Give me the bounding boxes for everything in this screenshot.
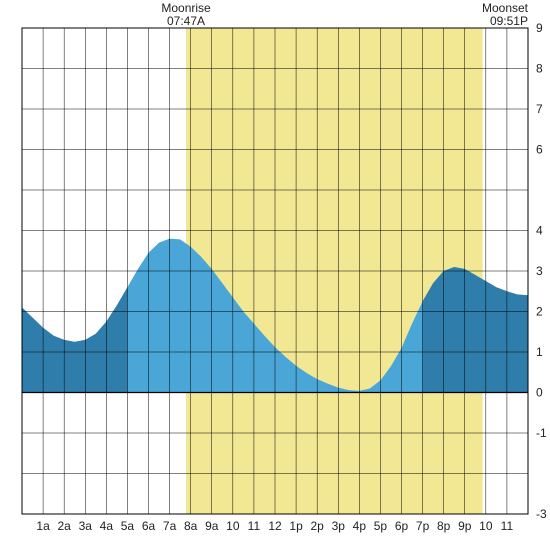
x-tick-label: 10 <box>226 519 240 533</box>
x-axis-labels: 1a 2a 3a 4a 5a 6a 7a 8a 9a 10 11 12 1p 2p 3p 4p 5p 6p 7p 8p… <box>36 519 513 533</box>
y-tick-label: 4 <box>536 224 543 238</box>
x-tick-label: 2p <box>310 519 324 533</box>
x-tick-label: 4a <box>100 519 114 533</box>
x-tick-label: 7a <box>163 519 177 533</box>
x-tick-label: 12 <box>268 519 282 533</box>
x-tick-label: 6p <box>395 519 409 533</box>
chart-svg: 1a2a3a4a5a6a7a8a9a1011121p2p3p4p5p6p7p8p… <box>0 0 550 550</box>
x-tick-label: 8a <box>184 519 198 533</box>
y-tick-label: 9 <box>536 21 543 35</box>
x-tick-label: 7p <box>416 519 430 533</box>
y-tick-label: 1 <box>536 345 543 359</box>
moonrise-label: Moonrise <box>161 1 211 15</box>
x-tick-label: 4p <box>353 519 367 533</box>
x-tick-label: 2a <box>57 519 71 533</box>
x-tick-label: 8p <box>437 519 451 533</box>
x-tick-label: 6a <box>142 519 156 533</box>
x-tick-label: 3p <box>332 519 346 533</box>
x-tick-label: 5p <box>374 519 388 533</box>
y-tick-label: 7 <box>536 102 543 116</box>
x-tick-label: 3a <box>79 519 93 533</box>
x-tick-label: 1p <box>289 519 303 533</box>
y-tick-label: -1 <box>536 426 547 440</box>
y-tick-label: 2 <box>536 305 543 319</box>
y-tick-label: -3 <box>536 507 547 521</box>
moonset-time: 09:51P <box>490 14 528 28</box>
y-tick-label: 6 <box>536 143 543 157</box>
x-tick-label: 11 <box>248 519 261 533</box>
y-tick-label: 8 <box>536 62 543 76</box>
y-tick-label: 0 <box>536 386 543 400</box>
x-tick-label: 5a <box>121 519 135 533</box>
x-tick-label: 9a <box>205 519 219 533</box>
moonrise-time: 07:47A <box>167 14 205 28</box>
x-tick-label: 9p <box>458 519 472 533</box>
x-tick-label: 1a <box>36 519 50 533</box>
tide-chart: 1a2a3a4a5a6a7a8a9a1011121p2p3p4p5p6p7p8p… <box>0 0 550 550</box>
y-tick-label: 3 <box>536 264 543 278</box>
x-tick-label: 10 <box>479 519 493 533</box>
moonset-label: Moonset <box>482 1 529 15</box>
x-tick-label: 11 <box>501 519 514 533</box>
